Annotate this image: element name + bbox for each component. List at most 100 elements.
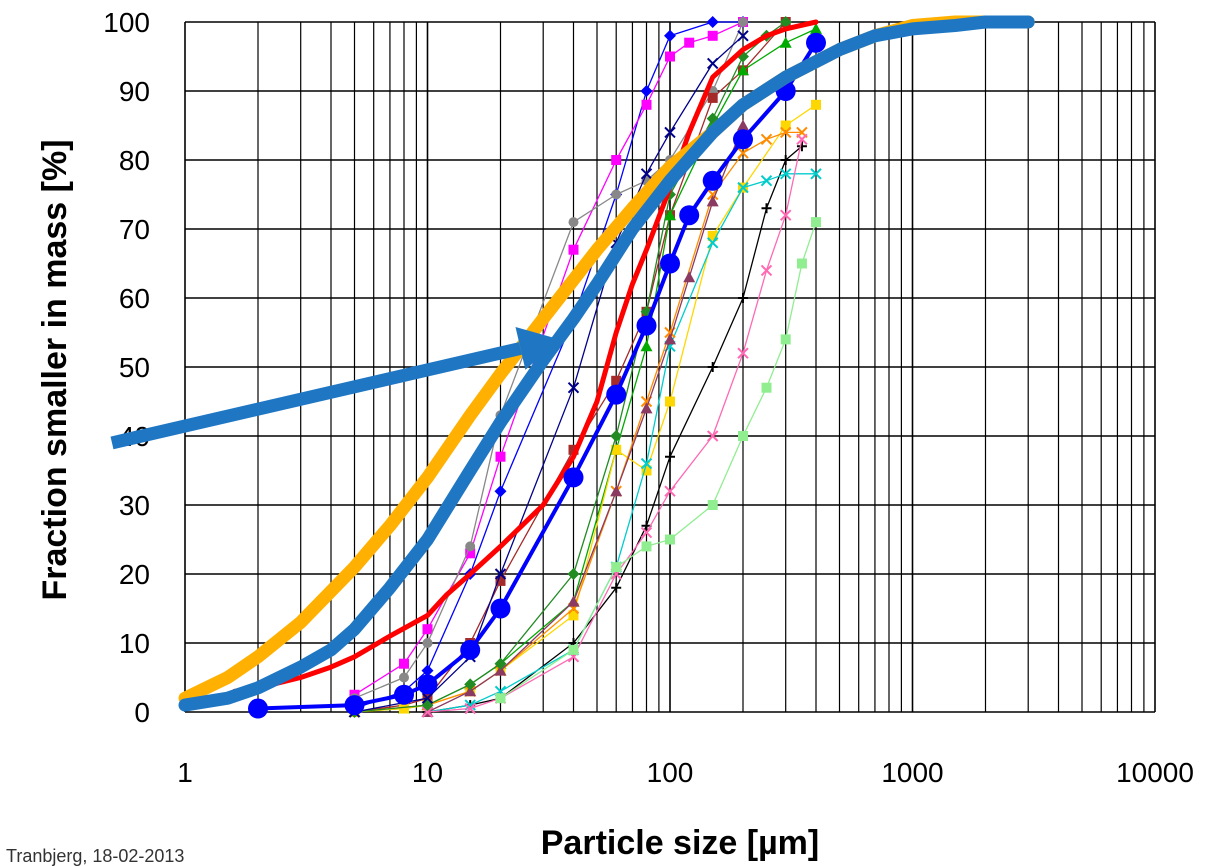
data-point (706, 16, 719, 28)
data-point (568, 244, 579, 255)
data-point (664, 333, 676, 345)
data-point (465, 541, 476, 552)
x-tick-label: 1000 (881, 757, 943, 788)
data-point (417, 674, 438, 695)
data-point (737, 147, 749, 159)
data-point (611, 444, 622, 455)
data-point (398, 703, 409, 714)
series-line (353, 21, 744, 710)
chart-grid (184, 21, 1156, 713)
y-tick-label: 100 (103, 7, 150, 38)
data-point (422, 638, 433, 648)
chart-series (178, 15, 1035, 719)
data-point (640, 526, 653, 539)
series-12 (495, 217, 821, 704)
data-point (737, 181, 749, 194)
data-point (421, 664, 434, 677)
data-point (736, 119, 749, 131)
data-point (779, 126, 792, 139)
series-line (232, 19, 819, 694)
series-1 (348, 16, 749, 715)
data-point (641, 465, 652, 476)
data-point (568, 217, 579, 228)
data-point (464, 685, 477, 697)
data-point (707, 362, 718, 372)
data-point (706, 237, 719, 249)
data-point (706, 57, 719, 70)
data-point (398, 658, 409, 669)
data-point (780, 155, 791, 165)
series-line (426, 138, 803, 713)
data-point (706, 430, 719, 442)
data-point (344, 695, 365, 716)
y-tick-label: 80 (119, 145, 150, 176)
data-point (422, 624, 433, 635)
data-point (568, 444, 579, 455)
data-point (796, 133, 808, 146)
data-point (760, 133, 773, 146)
data-point (796, 258, 807, 269)
data-point (664, 485, 676, 497)
data-point (665, 396, 675, 407)
data-point (567, 381, 580, 394)
data-point (665, 451, 675, 462)
data-point (760, 264, 773, 277)
data-point (664, 126, 676, 139)
data-point (809, 22, 822, 34)
data-point (737, 17, 748, 27)
data-point (664, 209, 676, 221)
data-point (568, 644, 579, 655)
data-point (737, 431, 748, 441)
annotation-arrow-shaft (110, 342, 522, 450)
data-point (421, 692, 434, 704)
data-point (460, 639, 481, 660)
data-point (810, 168, 822, 180)
data-point (568, 610, 579, 621)
data-point (610, 485, 623, 497)
data-point (707, 30, 718, 41)
series-6 (349, 99, 821, 717)
data-point (738, 293, 748, 303)
data-point (464, 702, 476, 715)
data-point (610, 430, 623, 442)
data-point (465, 548, 476, 559)
data-point (640, 168, 653, 180)
data-point (490, 598, 511, 619)
data-point (779, 209, 792, 221)
data-point (495, 693, 506, 704)
data-point (736, 64, 749, 76)
data-point (495, 575, 506, 586)
data-point (640, 402, 653, 414)
series-line (353, 21, 787, 713)
y-tick-label: 70 (119, 214, 150, 245)
data-point (636, 315, 657, 336)
data-point (665, 534, 675, 545)
y-tick-label: 90 (119, 76, 150, 107)
data-point (707, 230, 718, 241)
data-point (779, 16, 792, 28)
data-point (737, 30, 749, 42)
y-tick-label: 20 (119, 559, 150, 590)
data-point (737, 347, 749, 359)
x-tick-label: 1 (177, 757, 193, 788)
data-point (761, 382, 772, 393)
data-point (684, 37, 695, 48)
data-point (494, 485, 507, 498)
data-point (393, 684, 414, 705)
data-point (810, 99, 821, 110)
chart-annotations (110, 326, 560, 450)
data-point (779, 168, 792, 180)
data-point (641, 99, 652, 110)
x-tick-label: 10000 (1116, 757, 1194, 788)
x-tick-label: 100 (647, 757, 694, 788)
y-tick-label: 60 (119, 283, 150, 314)
data-point (702, 170, 723, 191)
series-15 (232, 19, 819, 694)
series-18 (178, 15, 1035, 712)
series-16 (247, 32, 826, 719)
data-point (660, 253, 680, 274)
data-point (706, 195, 719, 207)
data-point (494, 568, 507, 580)
data-point (707, 92, 718, 103)
